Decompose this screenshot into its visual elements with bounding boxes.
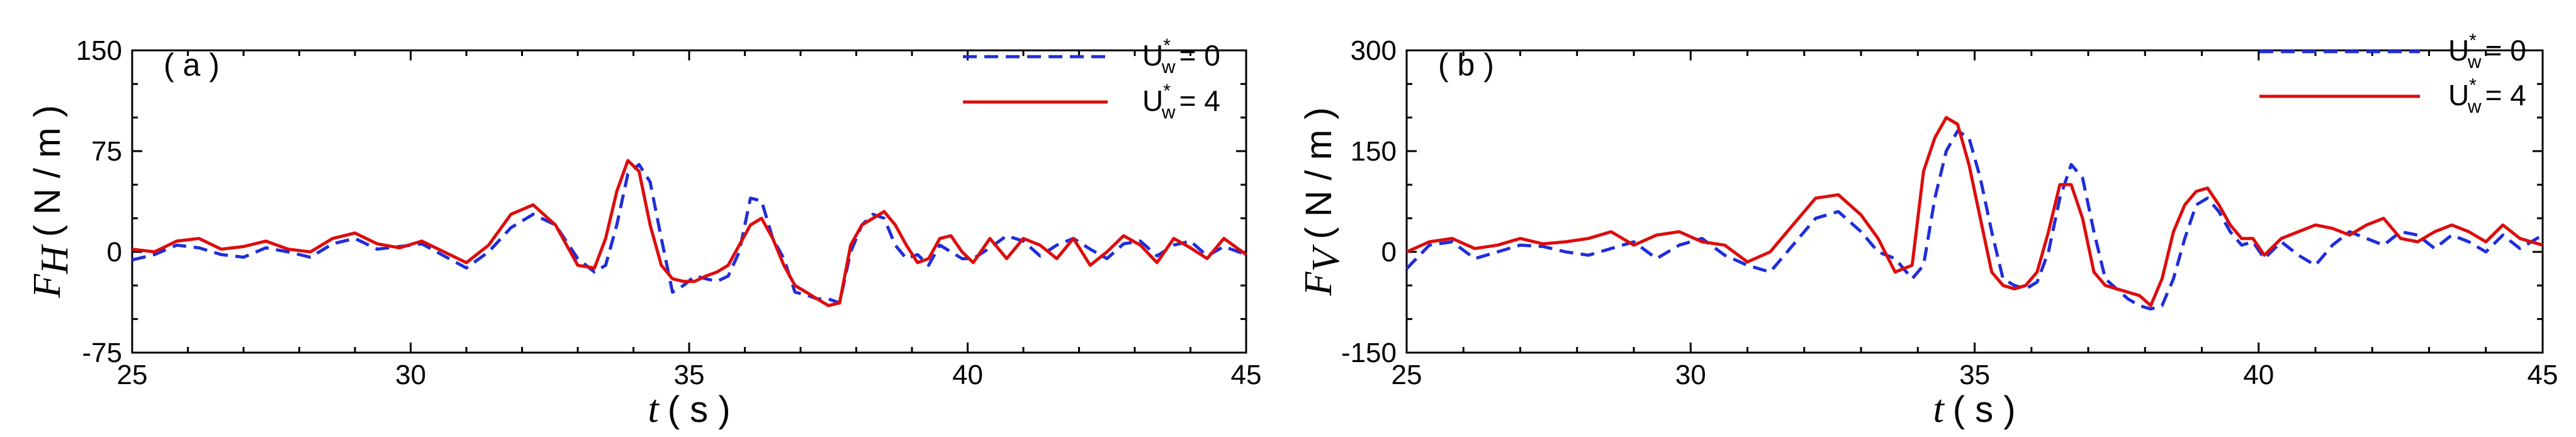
legend-b: U* w = 0 U* w = 4 [2259, 30, 2526, 117]
y-tick-label-a: 75 [91, 136, 122, 167]
x-tick-label-b: 35 [1959, 360, 1990, 390]
x-axis-title-b: t( s ) [1933, 388, 2015, 431]
x-tick-label-a: 30 [395, 360, 426, 390]
y-tick-label-a: 150 [76, 35, 122, 66]
series-layer-b [1405, 116, 2544, 311]
series-line-a-1 [132, 159, 1247, 307]
x-tick-label-a: 45 [1231, 360, 1262, 390]
ytick-labels-a: -75 0 75 150 [76, 35, 122, 368]
y-axis-var-b: F [1297, 271, 1340, 297]
y-tick-label-b: 150 [1351, 136, 1397, 167]
legend-entry-a-1: U* w = 4 [963, 81, 1220, 123]
x-axis-var-a: t [648, 388, 660, 431]
x-tick-label-a: 35 [674, 360, 705, 390]
x-axis-unit-a: ( s ) [668, 389, 731, 430]
y-axis-sub-b: V [1305, 244, 1347, 272]
x-axis-var-b: t [1933, 388, 1945, 431]
y-tick-label-b: 300 [1351, 35, 1397, 66]
y-axis-unit-b: ( N / m ) [1298, 107, 1339, 239]
x-axis-unit-b: ( s ) [1953, 389, 2016, 430]
x-tick-label-a: 40 [952, 360, 983, 390]
legend-a: U* w = 0 U* w = 4 [963, 35, 1220, 123]
y-axis-title-a: FH ( N / m ) [26, 105, 76, 298]
panel-label-a: ( a ) [164, 47, 220, 82]
panel-label-b: ( b ) [1438, 47, 1494, 82]
series-layer-a [132, 159, 1247, 307]
y-tick-label-b: 0 [1381, 237, 1397, 268]
y-axis-title-b: FV ( N / m ) [1297, 107, 1347, 296]
x-tick-label-b: 30 [1675, 360, 1706, 390]
y-tick-label-b: -150 [1341, 338, 1397, 368]
legend-entry-a-0: U* w = 0 [963, 35, 1220, 77]
y-axis-unit-a: ( N / m ) [27, 105, 68, 237]
gridlines-a [131, 49, 1247, 354]
panel-a: 25 30 35 40 45 -75 0 75 150 ( a ) FH ( N / m ) t… [26, 35, 1261, 431]
legend-entry-b-1: U* w = 4 [2259, 75, 2526, 117]
xtick-labels-b: 25 30 35 40 45 [1392, 360, 2558, 390]
panel-b: 25 30 35 40 45 -150 0 150 300 ( b ) FV ( N / m )… [1297, 30, 2558, 431]
x-axis-title-a: t( s ) [648, 388, 730, 431]
x-tick-label-b: 25 [1392, 360, 1422, 390]
series-line-a-0 [132, 162, 1247, 305]
legend-label-a-0: U* w = 0 [1142, 35, 1220, 77]
xtick-labels-a: 25 30 35 40 45 [117, 360, 1262, 390]
y-axis-sub-a: H [33, 244, 76, 275]
x-tick-label-b: 40 [2243, 360, 2274, 390]
series-line-b-1 [1405, 116, 2543, 307]
ytick-labels-b: -150 0 150 300 [1341, 35, 1397, 368]
legend-entry-b-0: U* w = 0 [2259, 30, 2526, 72]
legend-label-a-1: U* w = 4 [1142, 81, 1220, 123]
legend-label-b-0: U* w = 0 [2448, 30, 2526, 72]
x-tick-label-a: 25 [117, 360, 148, 390]
gridlines-b [1405, 49, 2544, 354]
x-tick-label-b: 45 [2528, 360, 2558, 390]
legend-label-b-1: U* w = 4 [2448, 75, 2526, 117]
y-tick-label-a: -75 [82, 338, 122, 368]
y-tick-label-a: 0 [107, 237, 122, 268]
y-axis-var-a: F [26, 273, 69, 298]
plot-frame-a [131, 49, 1247, 354]
series-line-b-0 [1405, 129, 2544, 311]
